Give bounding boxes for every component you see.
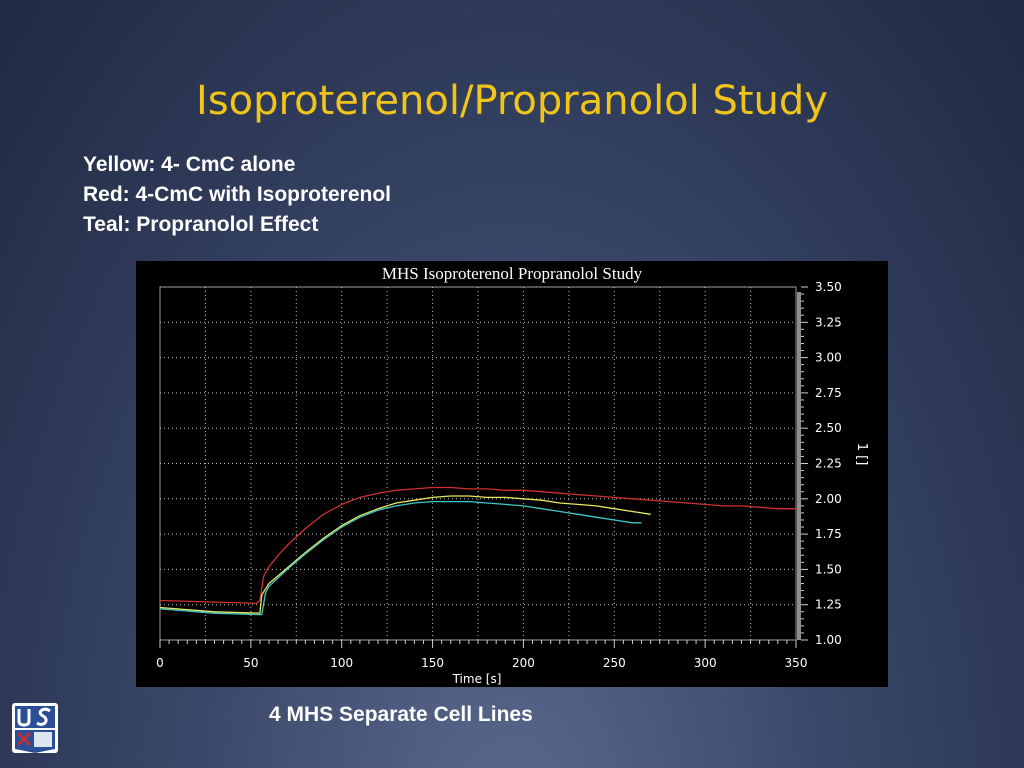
series-line-1: [159, 486, 796, 604]
y-tick-label: 2.00: [815, 492, 842, 506]
x-tick-label: 200: [512, 656, 535, 670]
y-tick-label: 1.00: [815, 633, 842, 647]
legend-line-red: Red: 4-CmC with Isoproterenol: [83, 183, 392, 206]
series-line-3: [159, 500, 642, 616]
logo-mark: [15, 706, 55, 753]
slide-caption: 4 MHS Separate Cell Lines: [269, 703, 533, 726]
x-tick-label: 300: [694, 656, 717, 670]
series-line-2: [159, 495, 651, 614]
legend-line-yellow: Yellow: 4- CmC alone: [83, 153, 296, 176]
line-chart: 0 50 100 150 200 250 300 350 1.00 1.25 1.50 1.75 2.0…: [156, 264, 869, 686]
university-logo: [12, 703, 58, 753]
y-tick-label: 3.50: [815, 280, 842, 294]
y-axis-bar: [797, 292, 801, 640]
y-tick-label: 3.25: [815, 315, 842, 329]
y-tick-label: 1.75: [815, 527, 842, 541]
y-tick-label: 2.75: [815, 386, 842, 400]
legend-text-block: Yellow: 4- CmC alone Red: 4-CmC with Iso…: [83, 150, 391, 240]
chart-panel: 0 50 100 150 200 250 300 350 1.00 1.25 1.50 1.75 2.0…: [136, 261, 888, 687]
y-tick-label: 3.00: [815, 351, 842, 365]
x-tick-label: 350: [785, 656, 808, 670]
y-tick-label: 2.25: [815, 457, 842, 471]
y-tick-label: 1.50: [815, 562, 842, 576]
right-axis-label: 1 []: [854, 443, 869, 466]
logo-glyph-s: [36, 707, 51, 726]
legend-line-teal: Teal: Propranolol Effect: [83, 213, 319, 236]
x-tick-label: 250: [603, 656, 626, 670]
x-tick-label: 100: [330, 656, 353, 670]
x-tick-label: 0: [156, 656, 164, 670]
x-tick-label: 50: [243, 656, 258, 670]
logo-white-block: [34, 732, 52, 747]
logo-glyph-u: [17, 709, 31, 727]
y-tick-label: 2.50: [815, 421, 842, 435]
y-tick-label: 1.25: [815, 598, 842, 612]
logo-red-cross: [16, 731, 32, 747]
slide-title: Isoproterenol/Propranolol Study: [196, 78, 828, 124]
x-axis-label: Time [s]: [452, 672, 502, 686]
chart-title: MHS Isoproterenol Propranolol Study: [382, 264, 643, 283]
x-tick-label: 150: [421, 656, 444, 670]
